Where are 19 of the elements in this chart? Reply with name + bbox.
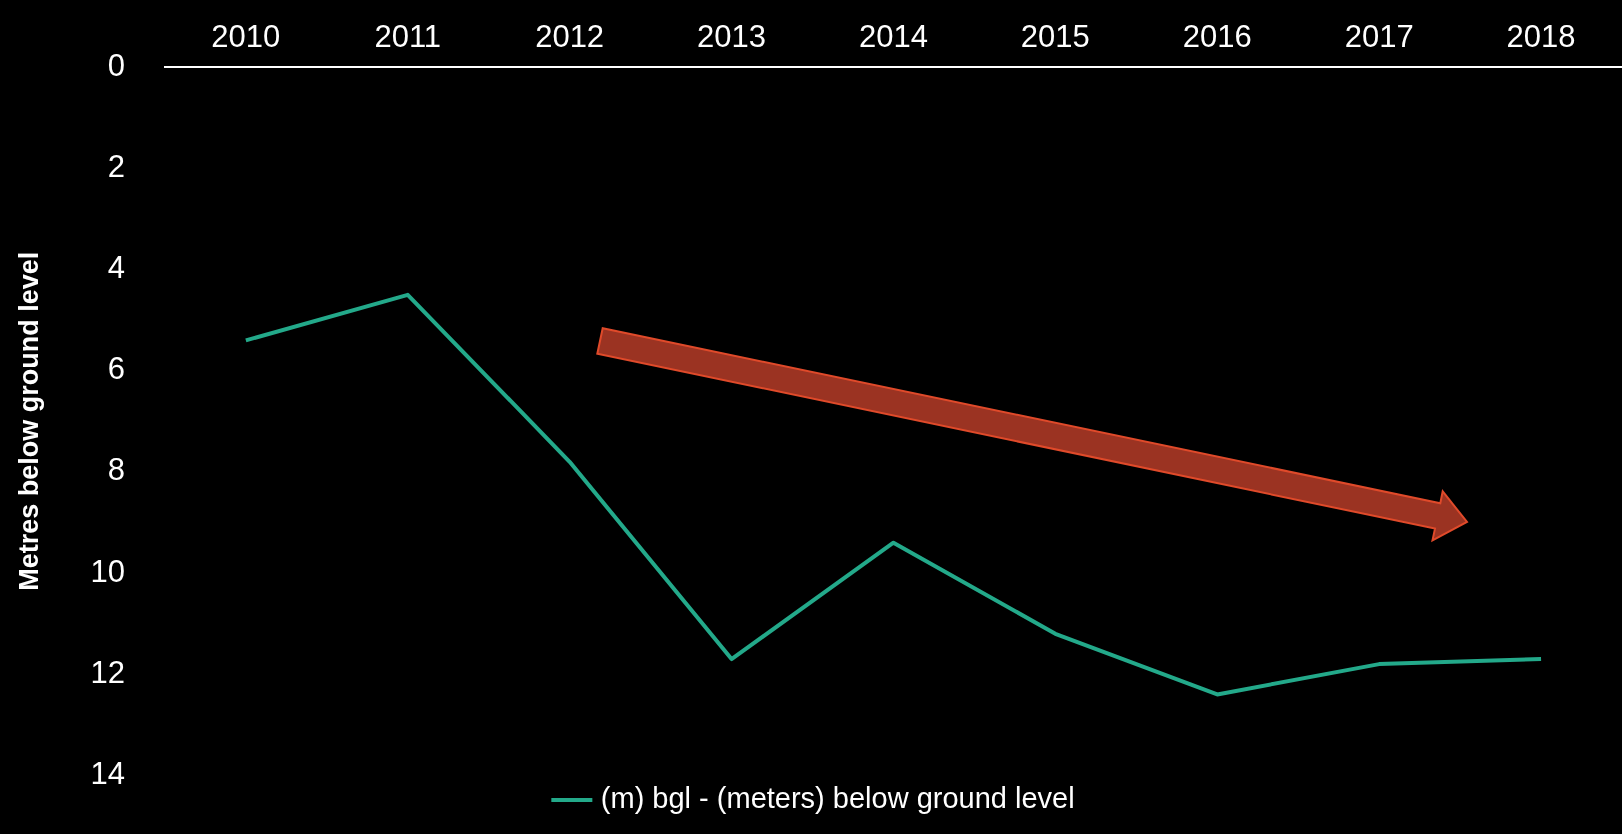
y-tick-label: 8 [107, 452, 125, 488]
x-tick-label: 2011 [374, 19, 442, 55]
x-tick-label: 2013 [697, 19, 767, 55]
x-tick-label: 2015 [1020, 19, 1090, 55]
x-tick-label: 2012 [535, 19, 605, 55]
y-tick-label: 0 [107, 47, 125, 83]
x-tick-label: 2018 [1506, 19, 1576, 55]
x-tick-label: 2016 [1182, 19, 1252, 55]
y-tick-label: 6 [107, 351, 125, 387]
y-tick-label: 2 [107, 148, 125, 184]
y-tick-label: 12 [90, 654, 125, 690]
y-tick-label: 10 [90, 553, 125, 589]
x-tick-label: 2014 [858, 19, 928, 55]
legend-label: (m) bgl - (meters) below ground level [600, 781, 1075, 814]
y-axis-title: Metres below ground level [13, 251, 44, 591]
x-tick-label: 2010 [211, 19, 281, 55]
x-tick-label: 2017 [1344, 19, 1414, 55]
y-tick-label: 4 [107, 250, 125, 286]
y-tick-label: 14 [90, 755, 125, 791]
